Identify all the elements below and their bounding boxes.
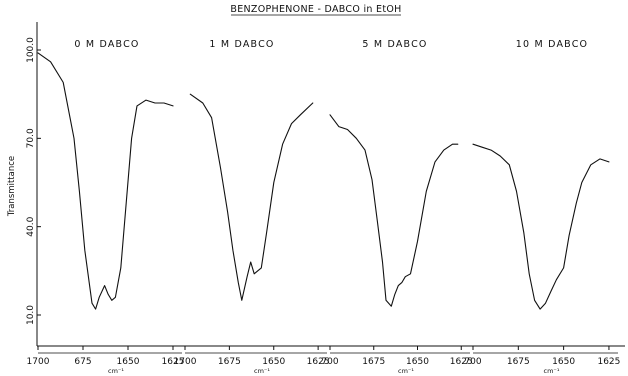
x-tick-label: 1625 [597,357,620,367]
x-unit-label: cm⁻¹ [398,367,414,375]
spectrum-panel: 0 M DABCO 1700 675 1650 1625 cm⁻¹ [27,39,185,375]
x-unit-label: cm⁻¹ [108,367,124,375]
x-tick-label: 1700 [174,357,197,367]
spectrum-line [472,143,610,310]
x-tick-label: 1675 [362,357,385,367]
y-tick-label: 40.0 [26,216,36,236]
x-tick-label: 1700 [27,357,50,367]
spectrum-line [37,52,174,310]
spectrum-line [189,93,314,301]
spectrum-panel: 1 M DABCO 1700 1675 1650 1625 cm⁻¹ [174,39,330,375]
spectrum-panel: 10 M DABCO 700 1675 1650 1625 cm⁻¹ [464,39,620,375]
panel-title: 0 M DABCO [74,39,139,50]
x-unit-label: cm⁻¹ [254,367,270,375]
y-tick-label: 70.0 [26,128,36,148]
x-tick-label: 1650 [406,357,429,367]
y-axis-label: Transmittance [7,156,17,217]
y-tick-label: 10.0 [26,305,36,325]
chart-title: BENZOPHENONE - DABCO in EtOH [230,4,401,15]
x-unit-label: cm⁻¹ [544,367,560,375]
x-tick-label: 1625 [162,357,185,367]
spectra-panels: 0 M DABCO 1700 675 1650 1625 cm⁻¹ 1 M DABCO 170… [27,39,621,375]
panel-title: 1 M DABCO [209,39,274,50]
y-axis-ticks: 10.0 40.0 70.0 100.0 [26,37,41,325]
x-tick-label: 1675 [507,357,530,367]
x-tick-label: 1625 [307,357,330,367]
x-tick-label: 700 [321,357,338,367]
panel-title: 10 M DABCO [516,39,588,50]
spectrum-line [329,114,459,307]
x-tick-label: 700 [464,357,481,367]
x-tick-label: 1650 [552,357,575,367]
spectrum-panel: 5 M DABCO 700 1675 1650 1625 cm⁻¹ [321,39,472,375]
y-tick-label: 100.0 [26,37,36,63]
x-tick-label: 1625 [450,357,473,367]
x-tick-label: 1650 [262,357,285,367]
x-tick-label: 1650 [117,357,140,367]
x-tick-label: 1675 [218,357,241,367]
panel-title: 5 M DABCO [362,39,427,50]
x-tick-label: 675 [74,357,91,367]
